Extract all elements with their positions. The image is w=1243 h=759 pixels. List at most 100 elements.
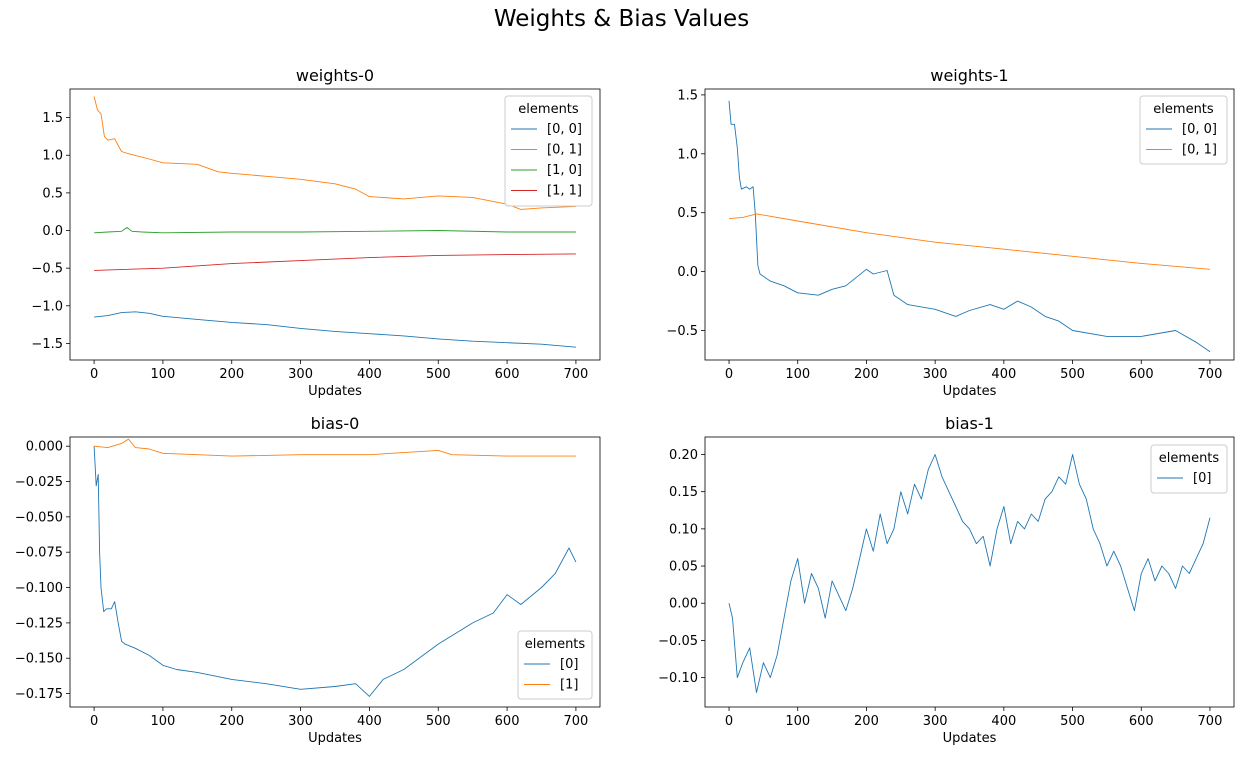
x-tick-label: 700 [1198, 714, 1223, 729]
legend-title: elements [1153, 102, 1214, 117]
x-axis-label: Updates [308, 731, 362, 746]
y-tick-label: 0.10 [669, 522, 698, 537]
figure-title: Weights & Bias Values [493, 6, 750, 32]
y-tick-label: −1.0 [31, 299, 63, 314]
legend-label: [1] [560, 678, 578, 693]
y-tick-label: −1.5 [31, 337, 63, 352]
x-tick-label: 100 [151, 367, 176, 382]
legend-box [1139, 95, 1228, 165]
y-tick-label: −0.05 [658, 634, 698, 649]
legend-title: elements [1159, 451, 1220, 466]
panel-title: weights-1 [930, 66, 1008, 85]
x-tick-label: 400 [357, 714, 382, 729]
panel-title: bias-0 [311, 414, 360, 433]
x-tick-label: 0 [725, 714, 733, 729]
x-tick-label: 300 [923, 367, 948, 382]
x-tick-label: 0 [90, 367, 98, 382]
legend: elements [0] [1150, 444, 1228, 494]
x-tick-label: 500 [426, 367, 451, 382]
x-tick-label: 300 [288, 367, 313, 382]
x-tick-label: 600 [1129, 714, 1154, 729]
x-axis-label: Updates [308, 384, 362, 399]
series-line-0-2 [94, 227, 576, 234]
y-tick-label: −0.175 [15, 687, 63, 702]
y-tick-label: 0.5 [677, 206, 698, 221]
y-tick-label: 1.5 [677, 88, 698, 103]
legend: elements [0] [1] [517, 630, 593, 700]
y-tick-label: −0.075 [15, 546, 63, 561]
axes-frame [704, 436, 1235, 708]
y-tick-label: −0.025 [15, 475, 63, 490]
y-tick-label: 0.0 [42, 224, 63, 239]
x-tick-label: 100 [785, 714, 810, 729]
x-tick-label: 700 [1198, 367, 1223, 382]
legend: elements [0, 0] [0, 1] [1139, 95, 1228, 165]
x-tick-label: 300 [923, 714, 948, 729]
x-tick-label: 200 [854, 714, 879, 729]
legend-label: [0, 0] [547, 122, 582, 137]
y-tick-label: 0.5 [42, 186, 63, 201]
legend-label: [0] [560, 657, 578, 672]
axes-frame [69, 436, 601, 708]
legend-box [517, 630, 593, 700]
legend-title: elements [518, 102, 579, 117]
y-tick-label: −0.100 [15, 581, 63, 596]
x-tick-label: 600 [495, 367, 520, 382]
legend-label: [0] [1193, 471, 1211, 486]
x-tick-label: 400 [991, 367, 1016, 382]
y-tick-label: 0.000 [26, 440, 63, 455]
legend-box [504, 95, 593, 207]
x-tick-label: 200 [219, 714, 244, 729]
chart-panel-bias-0: 0 100 200 300 400 500 600 700 0.000 −0.025 −0.050 −… [15, 414, 601, 746]
x-axis-label: Updates [943, 384, 997, 399]
x-tick-label: 700 [563, 367, 588, 382]
legend-label: [1, 1] [547, 184, 582, 199]
y-tick-label: −0.5 [666, 324, 698, 339]
series-line-3-0 [728, 454, 1211, 693]
x-tick-label: 400 [357, 367, 382, 382]
y-tick-label: −0.5 [31, 262, 63, 277]
series-line-0-0 [94, 311, 576, 348]
x-tick-label: 500 [426, 714, 451, 729]
legend-label: [0, 1] [547, 143, 582, 158]
y-tick-label: −0.050 [15, 510, 63, 525]
series-line-1-0 [728, 100, 1211, 353]
legend-label: [0, 0] [1182, 122, 1217, 137]
y-tick-label: 0.15 [669, 485, 698, 500]
legend: elements [0, 0] [0, 1] [1, 0] [1, 1] [504, 95, 593, 207]
series-line-1-1 [728, 213, 1211, 270]
legend-label: [1, 0] [547, 163, 582, 178]
y-tick-label: 0.00 [669, 597, 698, 612]
axes-frame [704, 88, 1235, 361]
y-tick-label: −0.10 [658, 671, 698, 686]
x-tick-label: 600 [495, 714, 520, 729]
y-tick-label: 0.20 [669, 448, 698, 463]
axes-frame [69, 88, 601, 361]
y-tick-label: −0.150 [15, 652, 63, 667]
x-axis-label: Updates [943, 731, 997, 746]
y-tick-label: 1.5 [42, 111, 63, 126]
y-tick-label: −0.125 [15, 616, 63, 631]
series-line-0-1 [93, 96, 576, 210]
panel-title: weights-0 [296, 66, 374, 85]
legend-box [1150, 444, 1228, 494]
chart-panel-bias-1: 0 100 200 300 400 500 600 700 −0.10 −0.05 0.00 0.05… [658, 414, 1235, 746]
series-line-0-3 [94, 253, 576, 271]
x-tick-label: 0 [90, 714, 98, 729]
x-tick-label: 100 [785, 367, 810, 382]
chart-panel-weights-1: 0 100 200 300 400 500 600 700 −0.5 0.0 0.5 1.0 1.5 we… [666, 66, 1235, 399]
x-tick-label: 200 [219, 367, 244, 382]
y-tick-label: 0.0 [677, 265, 698, 280]
y-tick-label: 0.05 [669, 560, 698, 575]
series-line-2-0 [93, 446, 577, 697]
panel-title: bias-1 [945, 414, 994, 433]
y-tick-label: 1.0 [42, 149, 63, 164]
x-tick-label: 500 [1060, 367, 1085, 382]
x-tick-label: 100 [151, 714, 176, 729]
series-line-2-1 [94, 438, 576, 457]
x-tick-label: 600 [1129, 367, 1154, 382]
y-tick-label: 1.0 [677, 147, 698, 162]
x-tick-label: 400 [991, 714, 1016, 729]
x-tick-label: 0 [725, 367, 733, 382]
